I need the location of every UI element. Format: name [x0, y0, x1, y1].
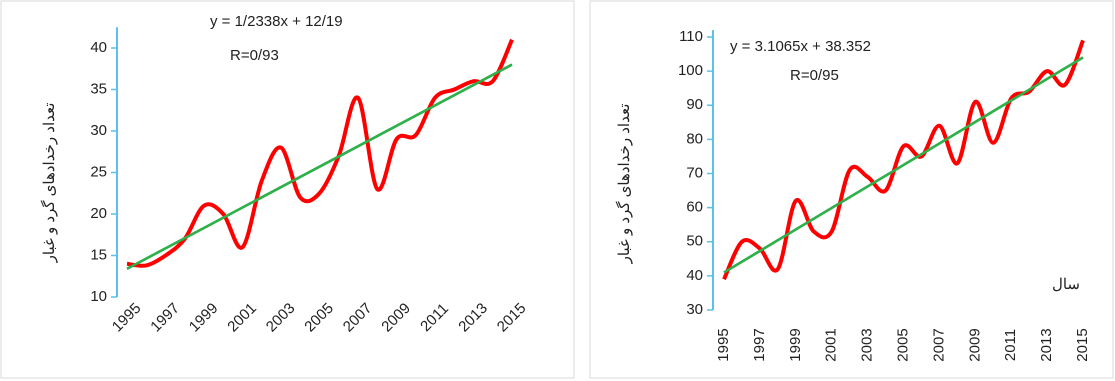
- y-tick-label: 10: [90, 288, 107, 305]
- x-tick-label: 1997: [751, 328, 768, 361]
- y-tick-label: 50: [686, 233, 703, 250]
- x-tick-label: 1995: [715, 328, 732, 361]
- x-tick-label: 2003: [263, 300, 299, 336]
- y-tick-label: 20: [90, 205, 107, 222]
- y-axis-label: تعداد رخدادهای گرد و غبار: [40, 103, 58, 264]
- panel-border: [0, 0, 575, 379]
- x-tick-label: 2015: [1074, 328, 1091, 361]
- y-tick-label: 80: [686, 130, 703, 147]
- equation: y = 1/2338x + 12/19: [210, 13, 343, 30]
- x-tick-label: 2007: [930, 328, 947, 361]
- y-tick-label: 100: [678, 62, 703, 79]
- x-tick-label: 2011: [417, 300, 452, 335]
- data-line: [126, 38, 514, 268]
- y-tick-label: 30: [90, 122, 107, 139]
- x-tick-label: 1999: [186, 300, 222, 336]
- r-value: R=0/95: [790, 67, 839, 84]
- x-tick-label: 2011: [1002, 329, 1019, 361]
- y-tick-label: 30: [686, 301, 703, 318]
- y-tick-label: 40: [90, 39, 107, 56]
- x-tick-label: 2007: [340, 300, 376, 336]
- trend-line-overlay: [723, 56, 1084, 274]
- y-tick-label: 40: [686, 267, 703, 284]
- data-line: [722, 39, 1085, 281]
- y-axis-label: تعداد رخدادهای گرد و غبار: [615, 104, 633, 265]
- y-tick-label: 90: [686, 96, 703, 113]
- y-tick-label: 110: [679, 28, 703, 45]
- x-tick-label: 2009: [966, 328, 983, 361]
- x-tick-label: 2005: [894, 328, 911, 361]
- y-tick-label: 60: [686, 199, 703, 216]
- x-tick-label: 1995: [109, 300, 145, 336]
- y-tick-label: 15: [90, 246, 107, 263]
- x-tick-label: 2013: [455, 300, 491, 336]
- x-tick-label: 2001: [224, 300, 260, 336]
- trend-line-overlay: [126, 63, 513, 270]
- x-axis-label: سال: [1052, 276, 1080, 293]
- x-tick-label: 2013: [1038, 328, 1055, 361]
- x-tick-label: 2005: [301, 300, 337, 336]
- x-tick-label: 2009: [378, 300, 414, 336]
- panel-border: [589, 0, 1114, 379]
- x-tick-label: 2015: [494, 300, 530, 336]
- x-tick-label: 1997: [147, 300, 183, 336]
- y-tick-label: 35: [90, 80, 107, 97]
- x-tick-label: 1999: [787, 328, 804, 361]
- y-tick-label: 25: [90, 163, 107, 180]
- r-value: R=0/93: [230, 47, 279, 64]
- y-tick-label: 70: [686, 164, 703, 181]
- equation: y = 3.1065x + 38.352: [730, 38, 871, 55]
- x-tick-label: 2001: [823, 328, 840, 361]
- x-tick-label: 2003: [859, 328, 876, 361]
